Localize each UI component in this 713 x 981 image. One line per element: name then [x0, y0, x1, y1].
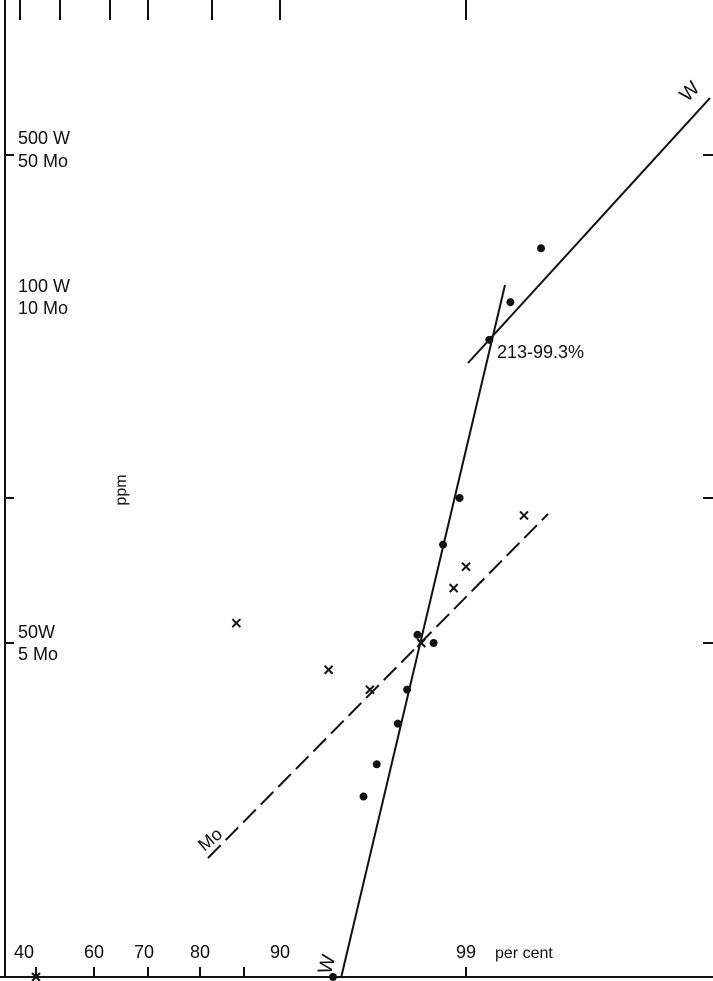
mo-data-point	[365, 684, 375, 695]
x-tick-label: 80	[190, 942, 210, 962]
mo-marker-stroke	[416, 638, 426, 648]
w-data-point	[506, 298, 515, 307]
mo-data-point	[461, 562, 471, 572]
y-tick-label-mo: 10 Mo	[18, 298, 68, 318]
y-axis-label: ppm	[113, 474, 130, 505]
w-fit-line	[340, 284, 506, 979]
w-data-point	[439, 540, 448, 549]
x-tick-label: 40	[14, 942, 34, 962]
w-line-label-top: W	[675, 77, 704, 106]
w-data-point	[372, 760, 381, 769]
chart-labels: 213-99.3% W W Mo	[194, 77, 704, 976]
x-tick-label: 60	[84, 942, 104, 962]
x-tick-label: 70	[134, 942, 154, 962]
w-data-point	[455, 494, 464, 502]
mo-data-point	[519, 510, 529, 521]
w-data-point	[537, 244, 546, 253]
mo-marker-stroke	[231, 618, 242, 628]
mo-line-label: Mo	[194, 824, 226, 855]
w-upper-fit-line	[467, 97, 711, 364]
y-tick-label-w: 100 W	[18, 276, 70, 296]
annotation-213: 213-99.3%	[497, 342, 584, 362]
fit-lines	[207, 97, 711, 979]
w-line-label-bottom: W	[314, 952, 340, 976]
w-data-point	[403, 685, 412, 694]
mo-fit-line	[207, 513, 549, 859]
axis-cross-stroke	[31, 972, 41, 981]
x-tick-labels: 40 60 70 80 90 99 per cent	[14, 942, 553, 962]
mo-data-point	[323, 665, 334, 675]
w-data-point	[413, 630, 422, 639]
w-data-point	[429, 639, 438, 647]
mo-data-point	[448, 583, 459, 593]
axis-ticks	[5, 0, 713, 977]
axis-dot-mark	[329, 973, 337, 981]
x-axis-unit-label: per cent	[495, 945, 553, 962]
y-tick-label-w: 500 W	[18, 128, 70, 148]
w-data-point	[393, 719, 402, 728]
mo-marker-stroke	[461, 562, 471, 572]
mo-marker-stroke	[365, 684, 375, 695]
y-tick-label-mo: 50 Mo	[18, 151, 68, 171]
x-tick-label: 99	[456, 942, 476, 962]
y-tick-label-w: 50W	[18, 622, 55, 642]
mo-marker-stroke	[448, 583, 459, 593]
w-data-point	[359, 792, 368, 801]
axis-cross-mark	[31, 972, 41, 981]
mo-marker-stroke	[519, 510, 529, 521]
mo-data-point	[416, 638, 426, 648]
mo-marker-stroke	[323, 665, 334, 675]
x-tick-label: 90	[270, 942, 290, 962]
y-tick-label-mo: 5 Mo	[18, 644, 58, 664]
mo-data-point	[231, 618, 242, 628]
w-data-point	[485, 335, 494, 344]
data-markers	[31, 244, 546, 981]
